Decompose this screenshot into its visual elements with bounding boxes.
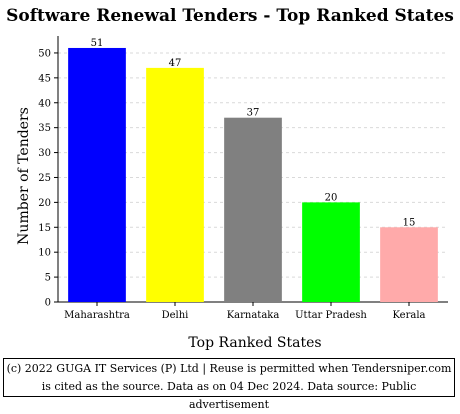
y-tick-label: 10 (38, 248, 51, 259)
y-tick-label: 40 (38, 98, 51, 109)
y-axis-title: Number of Tenders (16, 107, 32, 245)
data-label: 15 (403, 217, 416, 228)
footer-note: (c) 2022 GUGA IT Services (P) Ltd | Reus… (3, 358, 455, 411)
x-tick-label: Karnataka (227, 310, 280, 321)
x-tick-label: Uttar Pradesh (295, 310, 367, 321)
y-tick-label: 15 (38, 223, 51, 234)
bar-kerala (380, 227, 438, 302)
data-label: 20 (325, 192, 338, 203)
bar-maharashtra (68, 47, 126, 302)
bar-layer: 51 47 37 20 15 (68, 38, 438, 302)
y-tick-label: 5 (45, 273, 51, 284)
y-tick-label: 25 (38, 173, 51, 184)
data-label: 51 (91, 38, 104, 49)
bar-chart: 0 5 10 15 20 25 30 35 40 45 50 Maharashtra Delhi Karn… (16, 36, 448, 351)
x-tick-label: Kerala (392, 310, 425, 321)
y-tick-label: 35 (38, 123, 51, 134)
data-label: 37 (247, 108, 260, 119)
chart-title: Software Renewal Tenders - Top Ranked St… (6, 6, 454, 26)
y-tick-label: 20 (38, 198, 51, 209)
bar-delhi (146, 67, 204, 302)
y-tick-label: 50 (38, 48, 51, 59)
bar-karnataka (224, 117, 282, 302)
x-axis-title: Top Ranked States (188, 335, 321, 351)
y-tick-label: 30 (38, 148, 51, 159)
y-tick-label: 0 (45, 298, 51, 309)
bar-uttar-pradesh (302, 202, 360, 302)
x-tick-label: Delhi (162, 310, 189, 321)
y-tick-label: 45 (38, 73, 51, 84)
data-label: 47 (169, 58, 182, 69)
x-tick-label: Maharashtra (64, 310, 130, 321)
